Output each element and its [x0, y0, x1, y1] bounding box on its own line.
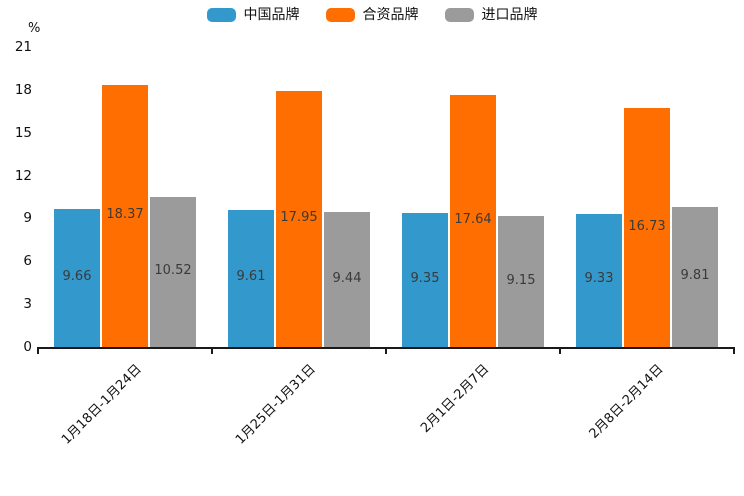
y-tick-label: 21 — [14, 39, 32, 55]
y-tick-label: 6 — [23, 253, 32, 270]
y-tick-label: 0 — [23, 339, 32, 355]
bar-value-label: 9.66 — [62, 269, 92, 284]
x-category-label: 1月25日-1月31日 — [232, 361, 319, 448]
x-axis-tick — [37, 349, 39, 354]
bar-value-label: 16.73 — [628, 218, 666, 234]
bar-value-label: 18.37 — [106, 206, 144, 222]
bar-value-label: 9.44 — [332, 270, 362, 286]
bar-value-label: 9.61 — [236, 269, 266, 285]
bar-合资品牌-2[interactable] — [450, 95, 496, 347]
bar-value-label: 17.64 — [454, 212, 492, 227]
bar-合资品牌-1[interactable] — [276, 90, 322, 347]
bar-value-label: 9.35 — [410, 271, 440, 287]
bar-value-label: 9.15 — [506, 272, 536, 288]
legend-swatch-icon — [444, 8, 474, 22]
bar-中国品牌-3[interactable] — [576, 213, 622, 347]
legend-item-0[interactable]: 中国品牌 — [206, 6, 300, 24]
x-category-label: 2月1日-2月7日 — [418, 361, 493, 436]
y-tick-label: 3 — [23, 296, 32, 313]
bar-进口品牌-3[interactable] — [672, 206, 718, 347]
y-tick-label: 15 — [14, 124, 32, 141]
bar-进口品牌-0[interactable] — [150, 196, 196, 347]
y-axis-unit-label: % — [28, 21, 41, 36]
legend-label: 中国品牌 — [243, 7, 300, 23]
legend-swatch-icon — [206, 8, 236, 22]
y-tick-label: 9 — [23, 210, 32, 227]
x-axis-line — [37, 347, 735, 349]
bar-进口品牌-2[interactable] — [498, 216, 544, 347]
bar-合资品牌-3[interactable] — [624, 108, 670, 347]
bar-合资品牌-0[interactable] — [102, 84, 148, 347]
legend-swatch-icon — [325, 8, 355, 22]
x-axis-tick — [211, 349, 213, 354]
legend-label: 合资品牌 — [362, 7, 419, 23]
legend-item-2[interactable]: 进口品牌 — [444, 6, 538, 24]
x-category-label: 1月18日-1月24日 — [58, 361, 145, 448]
chart-legend: 中国品牌 合资品牌 进口品牌 — [0, 6, 744, 24]
x-axis-tick — [385, 349, 387, 354]
bar-中国品牌-1[interactable] — [228, 209, 274, 347]
bar-进口品牌-1[interactable] — [324, 212, 370, 347]
bar-中国品牌-0[interactable] — [54, 209, 100, 347]
x-axis-tick — [733, 349, 735, 354]
x-category-label: 2月8日-2月14日 — [586, 361, 667, 442]
legend-item-1[interactable]: 合资品牌 — [325, 6, 419, 24]
bar-value-label: 9.33 — [584, 271, 614, 287]
y-tick-label: 12 — [14, 167, 32, 184]
x-axis-tick — [559, 349, 561, 354]
legend-label: 进口品牌 — [481, 7, 538, 23]
bar-中国品牌-2[interactable] — [402, 213, 448, 347]
bar-value-label: 10.52 — [154, 262, 192, 278]
bar-value-label: 17.95 — [280, 209, 318, 225]
bar-value-label: 9.81 — [680, 267, 710, 283]
y-tick-label: 18 — [14, 81, 32, 98]
